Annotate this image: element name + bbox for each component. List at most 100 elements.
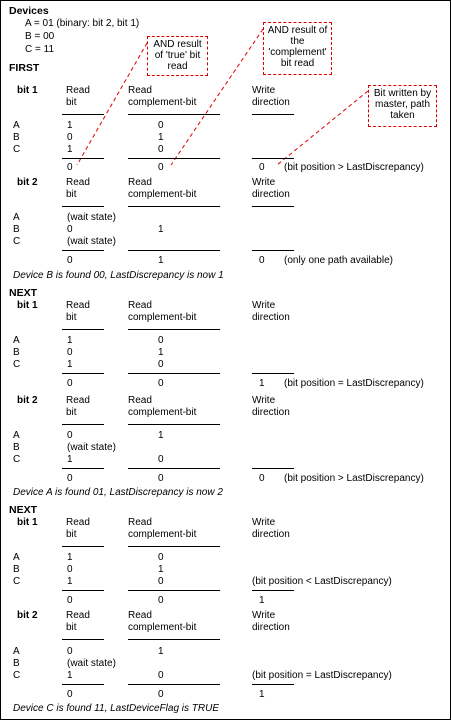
result-rule bbox=[252, 158, 294, 159]
bit-label: bit 2 bbox=[17, 395, 38, 406]
read-complement-b: 1 bbox=[158, 347, 164, 358]
write-direction-value: 0 bbox=[259, 255, 265, 266]
devices-heading: Devices bbox=[9, 5, 49, 17]
read-complement-header-sub: complement-bit bbox=[128, 407, 197, 418]
read-complement-c: 0 bbox=[158, 454, 164, 465]
result-rule bbox=[62, 684, 104, 685]
read-complement-b: 1 bbox=[158, 132, 164, 143]
write-header: Write bbox=[252, 610, 276, 621]
row-label-b: B bbox=[13, 347, 20, 358]
read-bit-header: Read bbox=[66, 517, 90, 528]
read-complement-a: 1 bbox=[158, 430, 164, 441]
write-header: Write bbox=[252, 177, 276, 188]
write-direction-note: (bit position = LastDiscrepancy) bbox=[252, 670, 392, 681]
write-header-sub: direction bbox=[252, 189, 290, 200]
result-rule bbox=[128, 373, 220, 374]
write-direction-note: (only one path available) bbox=[284, 255, 393, 266]
read-complement-a: 0 bbox=[158, 335, 164, 346]
read-complement-header: Read bbox=[128, 85, 152, 96]
and-complement-result: 0 bbox=[158, 689, 164, 700]
read-complement-header: Read bbox=[128, 610, 152, 621]
read-bit-a: (wait state) bbox=[67, 212, 116, 223]
write-direction-note: (bit position < LastDiscrepancy) bbox=[252, 576, 392, 587]
leader-and-complement bbox=[170, 28, 264, 166]
result-rule bbox=[252, 590, 294, 591]
result-rule bbox=[128, 468, 220, 469]
and-complement-result: 0 bbox=[158, 378, 164, 389]
callout-written: Bit written by master, path taken bbox=[368, 85, 437, 127]
read-bit-header-sub: bit bbox=[66, 312, 77, 323]
result-rule bbox=[62, 250, 104, 251]
and-true-result: 0 bbox=[67, 378, 73, 389]
row-label-c: C bbox=[13, 576, 21, 587]
read-complement-a: 1 bbox=[158, 646, 164, 657]
result-rule bbox=[128, 158, 220, 159]
row-label-b: B bbox=[13, 442, 20, 453]
result-rule bbox=[128, 590, 220, 591]
read-bit-header: Read bbox=[66, 300, 90, 311]
header-rule bbox=[62, 424, 104, 425]
read-bit-header-sub: bit bbox=[66, 529, 77, 540]
read-complement-header-sub: complement-bit bbox=[128, 189, 197, 200]
header-rule bbox=[128, 206, 220, 207]
header-rule bbox=[128, 639, 220, 640]
and-complement-result: 0 bbox=[158, 162, 164, 173]
device-c-line: C = 11 bbox=[25, 44, 54, 55]
read-bit-b: 0 bbox=[67, 224, 73, 235]
write-header: Write bbox=[252, 85, 276, 96]
read-bit-header-sub: bit bbox=[66, 407, 77, 418]
read-bit-c: 1 bbox=[67, 144, 73, 155]
result-rule bbox=[252, 468, 294, 469]
read-complement-header-sub: complement-bit bbox=[128, 312, 197, 323]
read-complement-b: 1 bbox=[158, 224, 164, 235]
read-bit-a: 1 bbox=[67, 335, 73, 346]
write-header: Write bbox=[252, 395, 276, 406]
read-complement-header: Read bbox=[128, 300, 152, 311]
result-rule bbox=[62, 590, 104, 591]
header-rule bbox=[128, 114, 220, 115]
bit-label: bit 1 bbox=[17, 517, 38, 528]
write-header-sub: direction bbox=[252, 312, 290, 323]
header-rule bbox=[62, 329, 104, 330]
read-complement-a: 0 bbox=[158, 120, 164, 131]
device-a-line: A = 01 (binary: bit 2, bit 1) bbox=[25, 18, 140, 29]
header-rule bbox=[128, 329, 220, 330]
write-header-sub: direction bbox=[252, 529, 290, 540]
and-complement-result: 1 bbox=[158, 255, 164, 266]
write-header: Write bbox=[252, 517, 276, 528]
write-header: Write bbox=[252, 300, 276, 311]
section-summary: Device C is found 11, LastDeviceFlag is … bbox=[13, 703, 220, 714]
result-rule bbox=[62, 373, 104, 374]
row-label-c: C bbox=[13, 454, 21, 465]
row-label-c: C bbox=[13, 236, 21, 247]
write-header-sub: direction bbox=[252, 407, 290, 418]
write-direction-note: (bit position > LastDiscrepancy) bbox=[284, 473, 424, 484]
read-bit-c: 1 bbox=[67, 576, 73, 587]
leader-and-true bbox=[76, 42, 148, 166]
write-direction-note: (bit position > LastDiscrepancy) bbox=[284, 162, 424, 173]
read-bit-c: 1 bbox=[67, 670, 73, 681]
read-bit-b: (wait state) bbox=[67, 442, 116, 453]
read-complement-header: Read bbox=[128, 517, 152, 528]
section-summary: Device A is found 01, LastDiscrepancy is… bbox=[13, 487, 223, 498]
result-rule bbox=[252, 373, 294, 374]
read-bit-a: 1 bbox=[67, 552, 73, 563]
read-bit-header-sub: bit bbox=[66, 189, 77, 200]
header-rule bbox=[252, 114, 294, 115]
result-rule bbox=[128, 250, 220, 251]
read-bit-header: Read bbox=[66, 610, 90, 621]
read-complement-c: 0 bbox=[158, 576, 164, 587]
read-bit-b: 0 bbox=[67, 564, 73, 575]
read-bit-c: 1 bbox=[67, 359, 73, 370]
leader-written bbox=[276, 90, 369, 166]
and-true-result: 0 bbox=[67, 255, 73, 266]
bit-label: bit 1 bbox=[17, 300, 38, 311]
read-complement-header-sub: complement-bit bbox=[128, 622, 197, 633]
read-bit-a: 0 bbox=[67, 646, 73, 657]
row-label-a: A bbox=[13, 646, 20, 657]
section-title: NEXT bbox=[9, 504, 38, 516]
row-label-c: C bbox=[13, 670, 21, 681]
header-rule bbox=[128, 546, 220, 547]
